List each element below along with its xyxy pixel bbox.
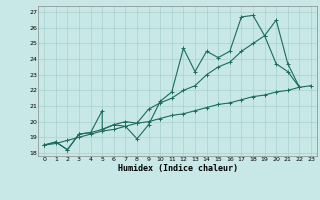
- X-axis label: Humidex (Indice chaleur): Humidex (Indice chaleur): [118, 164, 238, 173]
